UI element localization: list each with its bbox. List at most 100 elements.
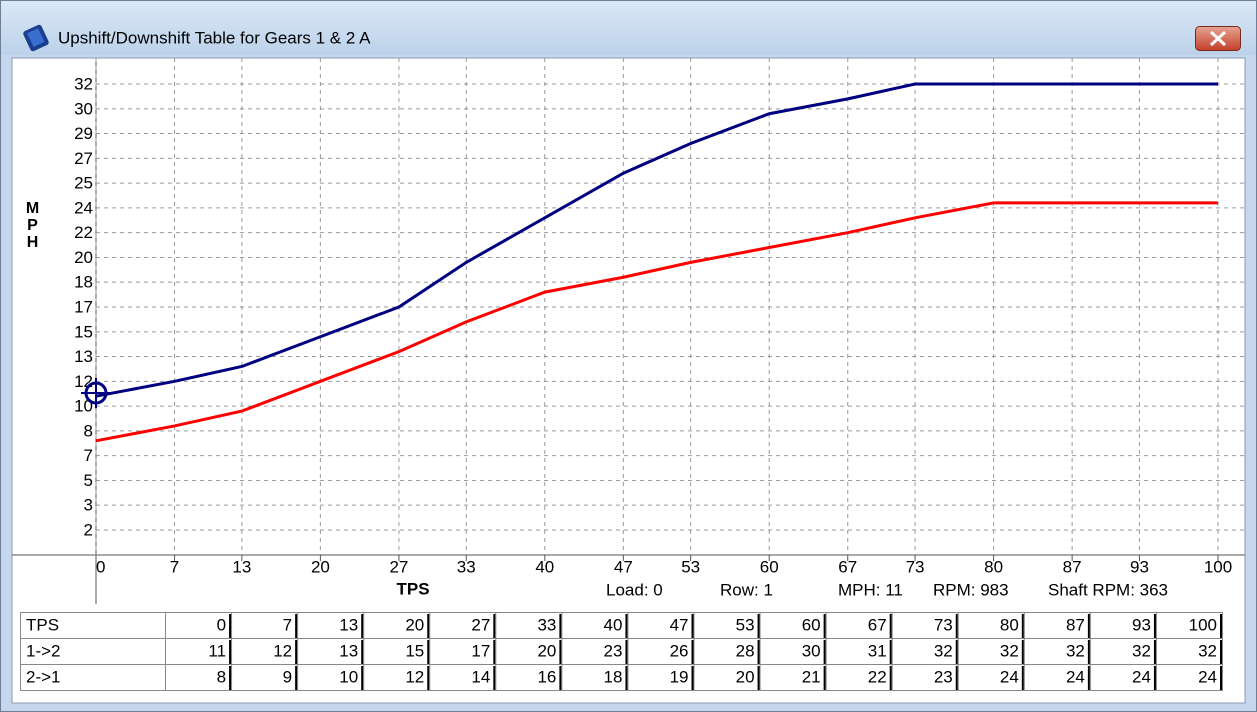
table-value: 15 bbox=[405, 641, 424, 660]
table-cell bbox=[231, 638, 299, 665]
table-value: 32 bbox=[1132, 641, 1151, 660]
table-cell bbox=[363, 638, 431, 665]
y-tick-label: 7 bbox=[84, 446, 93, 465]
table-value: 80 bbox=[1000, 615, 1019, 634]
close-button[interactable] bbox=[1195, 26, 1241, 51]
table-value: 93 bbox=[1132, 615, 1151, 634]
x-tick-label: 67 bbox=[838, 557, 857, 576]
row-header: TPS bbox=[26, 615, 59, 634]
table-value: 33 bbox=[537, 615, 556, 634]
cursor-crosshair bbox=[81, 378, 111, 408]
status-line: Load: 0 Row: 1 MPH: 11 RPM: 983 Shaft RPM: 3… bbox=[606, 580, 1168, 599]
x-tick-label: 13 bbox=[232, 557, 251, 576]
table-value: 21 bbox=[802, 667, 821, 686]
x-tick-label: 0 bbox=[96, 557, 105, 576]
x-tick-label: 53 bbox=[681, 557, 700, 576]
table-value: 8 bbox=[217, 667, 226, 686]
y-tick-label: 30 bbox=[74, 99, 93, 118]
y-axis-label-box: MPH bbox=[24, 200, 41, 251]
series-line bbox=[95, 201, 1218, 443]
table-value: 20 bbox=[736, 667, 755, 686]
y-tick-label: 13 bbox=[74, 347, 93, 366]
x-tick-label: 33 bbox=[457, 557, 476, 576]
table-value: 0 bbox=[217, 615, 226, 634]
table-cell bbox=[825, 612, 893, 639]
table-value: 16 bbox=[537, 667, 556, 686]
y-tick-label: 29 bbox=[74, 124, 93, 143]
table-value: 22 bbox=[868, 667, 887, 686]
table-cell bbox=[825, 664, 893, 691]
table-cell bbox=[891, 638, 959, 665]
status-text: Load: 0 bbox=[606, 580, 663, 599]
table-value: 24 bbox=[1132, 667, 1151, 686]
y-tick-label: 12 bbox=[74, 372, 93, 391]
row-header: 2->1 bbox=[26, 667, 61, 686]
table-value: 87 bbox=[1066, 615, 1085, 634]
y-tick-label: 2 bbox=[84, 520, 93, 539]
y-tick-label: 27 bbox=[74, 149, 93, 168]
table-value: 9 bbox=[283, 667, 292, 686]
client-area bbox=[11, 57, 1246, 704]
series-line bbox=[95, 82, 1218, 398]
table-cell bbox=[627, 664, 695, 691]
table-value: 26 bbox=[670, 641, 689, 660]
y-tick-label: 24 bbox=[74, 198, 93, 217]
table-value: 20 bbox=[537, 641, 556, 660]
table-value: 40 bbox=[604, 615, 623, 634]
y-tick-label: 17 bbox=[74, 297, 93, 316]
y-tick-label: 32 bbox=[74, 74, 93, 93]
table-cell bbox=[627, 612, 695, 639]
table-value: 11 bbox=[208, 641, 226, 660]
x-tick-label: 93 bbox=[1130, 557, 1149, 576]
table-value: 12 bbox=[273, 641, 292, 660]
table-cell bbox=[891, 612, 959, 639]
table-cell bbox=[165, 664, 233, 691]
title-bar bbox=[1, 1, 1256, 55]
window-title: Upshift/Downshift Table for Gears 1 & 2 … bbox=[58, 28, 371, 47]
app-icon bbox=[23, 24, 49, 52]
x-axis-label: TPS bbox=[396, 579, 429, 598]
table-cell bbox=[165, 612, 233, 639]
row-header: 1->2 bbox=[26, 641, 61, 660]
x-tick-label: 73 bbox=[906, 557, 925, 576]
table-value: 60 bbox=[802, 615, 821, 634]
table-cell bbox=[561, 638, 629, 665]
table-value: 28 bbox=[736, 641, 755, 660]
table-value: 24 bbox=[1198, 667, 1217, 686]
table-cell bbox=[627, 638, 695, 665]
table-value: 32 bbox=[1000, 641, 1019, 660]
status-text: RPM: 983 bbox=[933, 580, 1009, 599]
table-value: 24 bbox=[1066, 667, 1085, 686]
x-tick-label: 80 bbox=[984, 557, 1003, 576]
table-cell bbox=[1023, 664, 1091, 691]
status-text: Shaft RPM: 363 bbox=[1048, 580, 1168, 599]
table-cell bbox=[231, 612, 299, 639]
table-value: 24 bbox=[1000, 667, 1019, 686]
table-value: 23 bbox=[604, 641, 623, 660]
table-value: 32 bbox=[1066, 641, 1085, 660]
y-tick-label: 15 bbox=[74, 322, 93, 341]
y-tick-label: 18 bbox=[74, 273, 93, 292]
row-header-cell bbox=[20, 638, 166, 665]
status-text: MPH: 11 bbox=[838, 580, 903, 599]
table-value: 19 bbox=[670, 667, 689, 686]
table-cell bbox=[1155, 664, 1223, 691]
table-cell bbox=[363, 612, 431, 639]
table-cell bbox=[429, 612, 497, 639]
x-tick-label: 60 bbox=[760, 557, 779, 576]
table-cell bbox=[561, 664, 629, 691]
table-value: 23 bbox=[934, 667, 953, 686]
table-cell bbox=[495, 612, 563, 639]
table-cell bbox=[759, 664, 827, 691]
y-axis-label: MPH bbox=[24, 200, 41, 251]
table-value: 100 bbox=[1189, 615, 1217, 634]
table-value: 67 bbox=[868, 615, 887, 634]
y-tick-label: 22 bbox=[74, 223, 93, 242]
table-value: 13 bbox=[339, 615, 358, 634]
table-value: 47 bbox=[670, 615, 689, 634]
table-value: 73 bbox=[934, 615, 953, 634]
x-tick-label: 20 bbox=[311, 557, 330, 576]
y-tick-label: 3 bbox=[84, 496, 93, 515]
y-tick-label: 5 bbox=[84, 471, 93, 490]
